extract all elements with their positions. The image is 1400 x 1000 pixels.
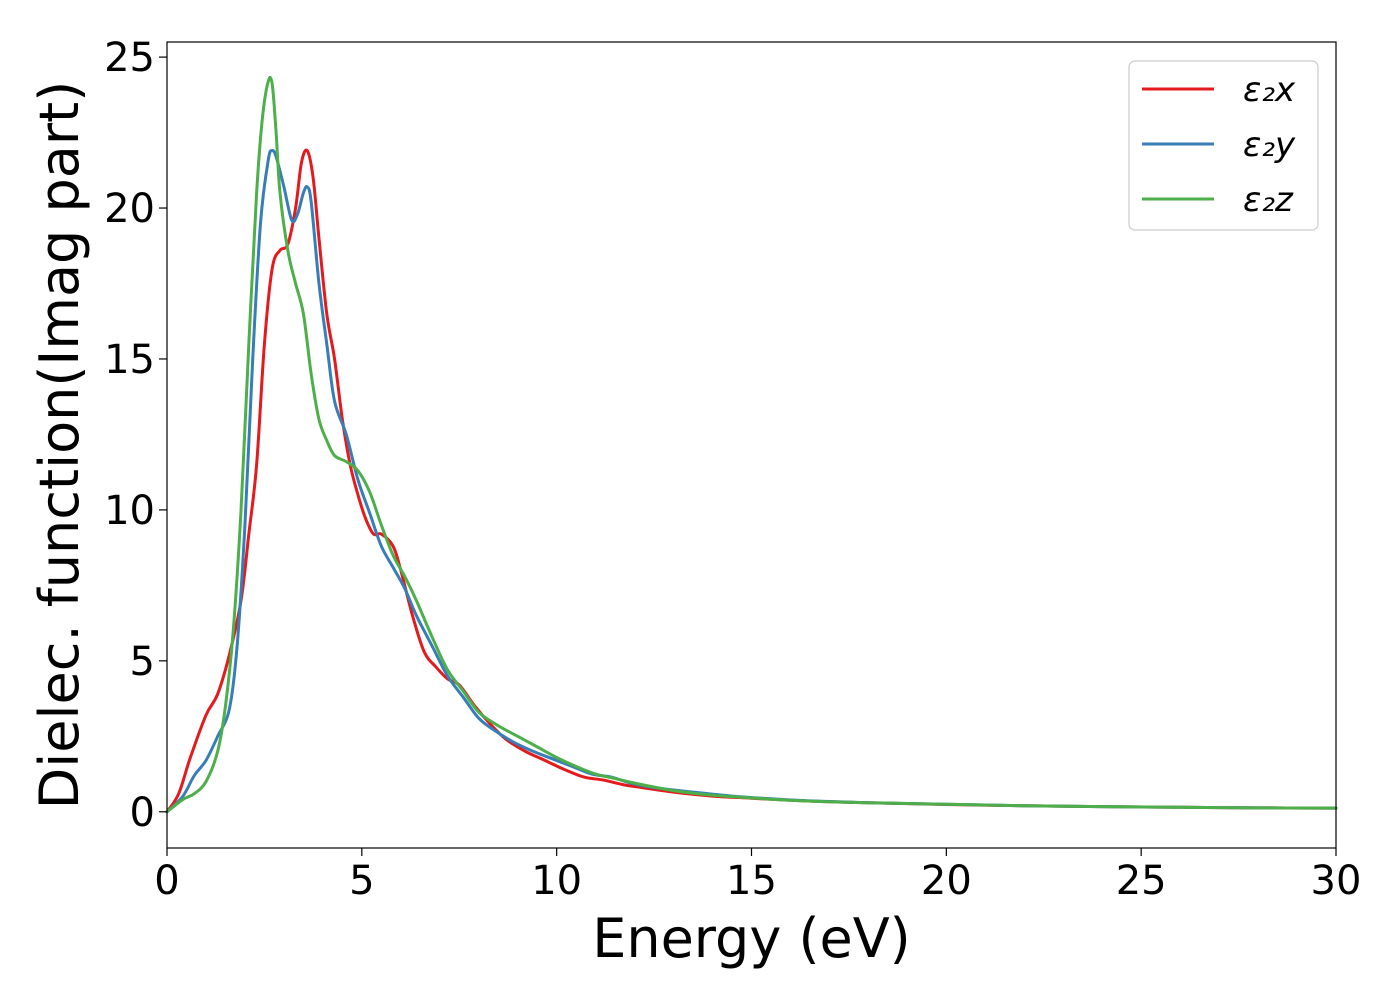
y-tick-label: 25 <box>104 35 155 81</box>
x-tick-label: 15 <box>726 858 777 904</box>
x-tick-label: 20 <box>921 858 972 904</box>
legend-label-3: ε₂z <box>1243 180 1294 220</box>
x-tick-label: 5 <box>349 858 374 904</box>
series-line-1 <box>165 148 1338 814</box>
plot-lines <box>165 75 1338 814</box>
series-line-2 <box>165 149 1338 814</box>
series-line-3 <box>165 75 1338 814</box>
legend: ε₂x ε₂y ε₂z <box>1128 60 1319 231</box>
y-axis-title: Dielec. function(Imag part) <box>28 81 91 810</box>
x-tick-label: 10 <box>531 858 582 904</box>
y-tick-label: 15 <box>104 337 155 383</box>
x-tick-label: 30 <box>1311 858 1362 904</box>
x-tick-label: 25 <box>1116 858 1167 904</box>
legend-label-2: ε₂y <box>1243 125 1296 165</box>
y-tick-label: 0 <box>130 790 155 836</box>
y-tick-label: 20 <box>104 186 155 232</box>
y-tick-label: 5 <box>130 639 155 685</box>
x-tick-label: 0 <box>154 858 179 904</box>
y-axis-ticks: 0 5 10 15 20 25 <box>104 35 167 836</box>
legend-label-1: ε₂x <box>1243 70 1296 110</box>
x-axis-ticks: 0 5 10 15 20 25 30 <box>154 848 1361 904</box>
x-axis-title: Energy (eV) <box>592 907 911 970</box>
legend-box <box>1128 60 1319 231</box>
y-tick-label: 10 <box>104 488 155 534</box>
